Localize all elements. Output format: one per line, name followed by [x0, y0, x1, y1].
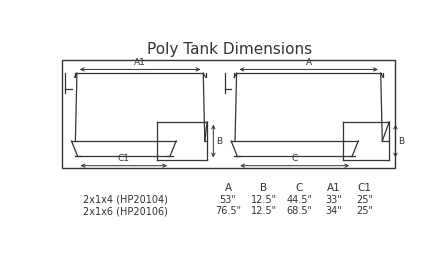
Text: B: B	[398, 137, 404, 145]
Text: 2x1x6 (HP20106): 2x1x6 (HP20106)	[83, 206, 168, 217]
Text: C1: C1	[118, 154, 130, 163]
Text: 68.5": 68.5"	[286, 206, 312, 217]
Text: 2x1x4 (HP20104): 2x1x4 (HP20104)	[83, 195, 168, 205]
Text: 12.5": 12.5"	[250, 206, 277, 217]
Text: 25": 25"	[356, 206, 373, 217]
Text: 33": 33"	[325, 195, 342, 205]
Text: 76.5": 76.5"	[215, 206, 241, 217]
Text: 25": 25"	[356, 195, 373, 205]
Text: A: A	[306, 58, 312, 67]
Text: 53": 53"	[220, 195, 237, 205]
Bar	[62, 60, 396, 168]
Text: 34": 34"	[325, 206, 342, 217]
Text: B: B	[215, 137, 222, 145]
Text: Poly Tank Dimensions: Poly Tank Dimensions	[147, 42, 312, 58]
Text: C: C	[296, 183, 303, 193]
Text: C1: C1	[358, 183, 371, 193]
Text: 44.5": 44.5"	[286, 195, 312, 205]
Text: 12.5": 12.5"	[250, 195, 277, 205]
Text: B: B	[260, 183, 267, 193]
Text: A: A	[224, 183, 232, 193]
Text: A1: A1	[327, 183, 340, 193]
Text: A1: A1	[134, 58, 146, 67]
Text: C: C	[292, 154, 298, 163]
